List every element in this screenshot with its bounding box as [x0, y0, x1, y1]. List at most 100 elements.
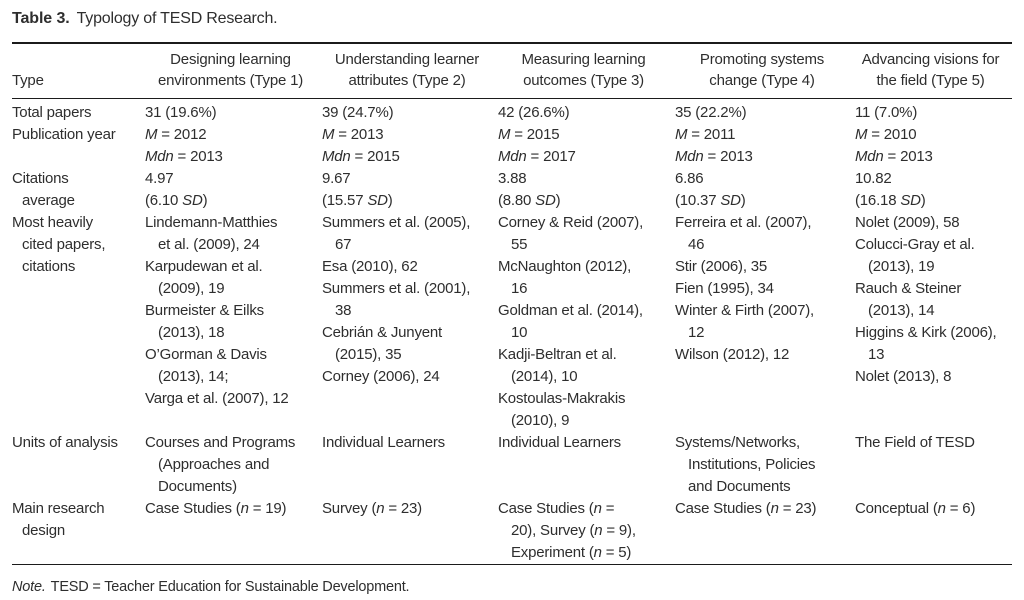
table-cell: 39 (24.7%) — [322, 102, 498, 124]
table-cell: 42 (26.6%) — [498, 102, 675, 124]
cell-line: Goldman et al. (2014), — [498, 302, 643, 319]
cell-line: Survey (n = 23) — [322, 500, 422, 517]
column-header-line: Designing learning — [170, 51, 291, 68]
cell-line: M = 2013 — [322, 126, 384, 143]
cell-line: The Field of TESD — [855, 434, 975, 451]
cell-line: Karpudewan et al. — [145, 258, 263, 275]
cell-line: 38 — [335, 302, 352, 319]
table-cell: M = 2013 Mdn = 2015 — [322, 124, 498, 168]
cell-line: Kostoulas-Makrakis — [498, 390, 626, 407]
table-cell: Corney & Reid (2007), 55 McNaughton (2012)… — [498, 212, 675, 432]
table-cell: Case Studies (n = 19) — [145, 498, 322, 520]
column-header-line: Promoting systems — [699, 51, 825, 68]
row-label-line: cited papers, — [22, 236, 106, 253]
row-label-line: Main research — [12, 500, 105, 517]
cell-line: (6.10 SD) — [145, 192, 208, 209]
column-header-type-2: Understanding learner attributes (Type 2) — [322, 49, 498, 91]
cell-line: M = 2012 — [145, 126, 207, 143]
cell-line: (10.37 SD) — [675, 192, 746, 209]
row-label-line: average — [22, 192, 75, 209]
row-label-line: citations — [22, 258, 76, 275]
cell-line: (2013), 14; — [158, 368, 229, 385]
table-cell: 6.86 (10.37 SD) — [675, 168, 855, 212]
cell-line: Case Studies (n = 23) — [675, 500, 817, 517]
row-label-line: Most heavily — [12, 214, 93, 231]
column-header-line: Measuring learning — [521, 51, 646, 68]
table-cell: Ferreira et al. (2007), 46 Stir (2006), 35… — [675, 212, 855, 366]
cell-line: (2014), 10 — [511, 368, 578, 385]
table-body: Total papers 31 (19.6%) 39 (24.7%) 42 (26.6… — [12, 99, 1012, 564]
cell-line: 13 — [868, 346, 885, 363]
table-row: Publication year M = 2012 Mdn = 2013 M = 20… — [12, 124, 1012, 168]
table-cell: Nolet (2009), 58 Colucci-Gray et al. (2013… — [855, 212, 1012, 388]
cell-line: 42 (26.6%) — [498, 104, 570, 121]
cell-line: Burmeister & Eilks — [145, 302, 264, 319]
table-cell: M = 2010 Mdn = 2013 — [855, 124, 1012, 168]
cell-line: Fien (1995), 34 — [675, 280, 774, 297]
table-cell: The Field of TESD — [855, 432, 1012, 454]
table-cell: Courses and Programs (Approaches and Docum… — [145, 432, 322, 498]
table-cell: Individual Learners — [322, 432, 498, 454]
table-header-rule — [12, 98, 1012, 99]
cell-line: 20), Survey (n = 9), — [511, 522, 636, 539]
row-label-line: Units of analysis — [12, 434, 118, 451]
table-cell: 9.67 (15.57 SD) — [322, 168, 498, 212]
cell-line: Lindemann-Matthies — [145, 214, 278, 231]
cell-line: Ferreira et al. (2007), — [675, 214, 812, 231]
column-header-line: attributes (Type 2) — [348, 72, 466, 89]
cell-line: 6.86 — [675, 170, 704, 187]
column-header-line: environments (Type 1) — [157, 72, 304, 89]
cell-line: Mdn = 2017 — [498, 148, 576, 165]
row-label: Most heavily cited papers, citations — [12, 212, 145, 278]
table-cell: M = 2011 Mdn = 2013 — [675, 124, 855, 168]
cell-line: Institutions, Policies — [688, 456, 816, 473]
row-label: Total papers — [12, 102, 145, 124]
note-label: Note. — [12, 579, 46, 595]
table-cell: Individual Learners — [498, 432, 675, 454]
cell-line: M = 2015 — [498, 126, 560, 143]
table-bottom-rule — [12, 564, 1012, 565]
table-caption-label: Table 3. — [12, 10, 70, 27]
column-header-line: the field (Type 5) — [876, 72, 985, 89]
cell-line: Esa (2010), 62 — [322, 258, 418, 275]
cell-line: (2013), 18 — [158, 324, 225, 341]
cell-line: 12 — [688, 324, 705, 341]
table-cell: M = 2015 Mdn = 2017 — [498, 124, 675, 168]
cell-line: Colucci-Gray et al. — [855, 236, 975, 253]
cell-line: O’Gorman & Davis — [145, 346, 267, 363]
cell-line: (Approaches and — [158, 456, 270, 473]
column-header-type-4: Promoting systems change (Type 4) — [675, 49, 855, 91]
cell-line: Experiment (n = 5) — [511, 544, 632, 561]
cell-line: (8.80 SD) — [498, 192, 561, 209]
row-label: Main research design — [12, 498, 145, 542]
table-cell: 35 (22.2%) — [675, 102, 855, 124]
cell-line: 9.67 — [322, 170, 351, 187]
cell-line: Individual Learners — [498, 434, 621, 451]
cell-line: Higgins & Kirk (2006), — [855, 324, 997, 341]
table-cell: 31 (19.6%) — [145, 102, 322, 124]
cell-line: Individual Learners — [322, 434, 445, 451]
row-label-line: Publication year — [12, 126, 116, 143]
table-row: Units of analysis Courses and Programs (Ap… — [12, 432, 1012, 498]
cell-line: Cebrián & Junyent — [322, 324, 443, 341]
table-cell: Conceptual (n = 6) — [855, 498, 1012, 520]
cell-line: (15.57 SD) — [322, 192, 393, 209]
cell-line: Stir (2006), 35 — [675, 258, 768, 275]
table-cell: Case Studies (n = 20), Survey (n = 9), Exp… — [498, 498, 675, 564]
table-cell: 3.88 (8.80 SD) — [498, 168, 675, 212]
cell-line: Case Studies (n = — [498, 500, 615, 517]
column-header-line: Understanding learner — [334, 51, 480, 68]
row-label: Publication year — [12, 124, 145, 146]
cell-line: 55 — [511, 236, 528, 253]
table-caption: Table 3. Typology of TESD Research. — [12, 8, 1012, 30]
table-cell: 11 (7.0%) — [855, 102, 1012, 124]
column-header-line: change (Type 4) — [709, 72, 815, 89]
cell-line: Nolet (2009), 58 — [855, 214, 960, 231]
cell-line: 3.88 — [498, 170, 527, 187]
cell-line: 39 (24.7%) — [322, 104, 394, 121]
table-caption-text: Typology of TESD Research. — [76, 10, 278, 27]
cell-line: Mdn = 2013 — [145, 148, 223, 165]
cell-line: Summers et al. (2001), — [322, 280, 471, 297]
cell-line: Kadji-Beltran et al. — [498, 346, 617, 363]
